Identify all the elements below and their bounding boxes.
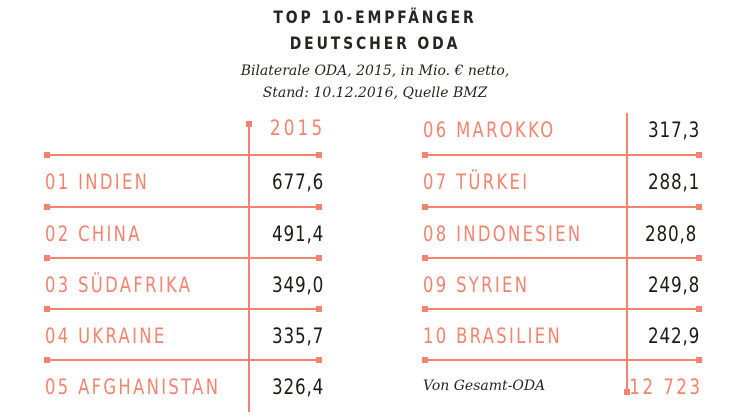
row-divider <box>422 255 702 261</box>
title-line-1: TOP 10-EMPFÄNGER <box>273 8 477 28</box>
row-label: 01 INDIEN <box>45 170 150 194</box>
total-label: Von Gesamt-ODA <box>423 378 546 394</box>
row-divider <box>422 204 702 210</box>
row-value: 242,9 <box>647 324 700 348</box>
row-label: 06 MAROKKO <box>423 118 556 142</box>
row-divider <box>44 255 322 261</box>
row-value: 335,7 <box>271 324 324 348</box>
row-label: 02 CHINA <box>45 222 142 246</box>
row-label: 04 UKRAINE <box>45 324 167 348</box>
vertical-line-cap <box>624 389 630 395</box>
row-label: 10 BRASILIEN <box>423 324 563 348</box>
row-divider <box>44 306 322 312</box>
row-divider <box>422 357 702 363</box>
row-value: 280,8 <box>644 222 697 246</box>
row-divider <box>422 306 702 312</box>
row-label: 09 SYRIEN <box>423 273 530 297</box>
row-label: 05 AFGHANISTAN <box>45 375 221 399</box>
year-header: 2015 <box>269 116 325 140</box>
row-label: 03 SÜDAFRIKA <box>45 273 193 297</box>
title-line-2: DEUTSCHER ODA <box>289 34 461 54</box>
row-label: 08 INDONESIEN <box>423 222 583 246</box>
row-value: 677,6 <box>271 170 324 194</box>
row-divider <box>44 152 322 158</box>
subtitle-line-1: Bilaterale ODA, 2015, in Mio. € netto, <box>240 63 510 79</box>
total-value: 12 723 <box>628 375 702 399</box>
column-divider <box>248 122 250 412</box>
row-value: 288,1 <box>647 170 700 194</box>
row-value: 491,4 <box>271 222 324 246</box>
subtitle-line-2: Stand: 10.12.2016, Quelle BMZ <box>262 85 488 101</box>
row-divider <box>44 204 322 210</box>
row-divider <box>422 152 702 158</box>
column-divider <box>626 113 628 394</box>
row-value: 349,0 <box>271 273 324 297</box>
row-divider <box>44 357 322 363</box>
row-label: 07 TÜRKEI <box>423 170 530 194</box>
row-value: 249,8 <box>647 273 700 297</box>
row-value: 326,4 <box>271 375 324 399</box>
row-value: 317,3 <box>647 118 700 142</box>
